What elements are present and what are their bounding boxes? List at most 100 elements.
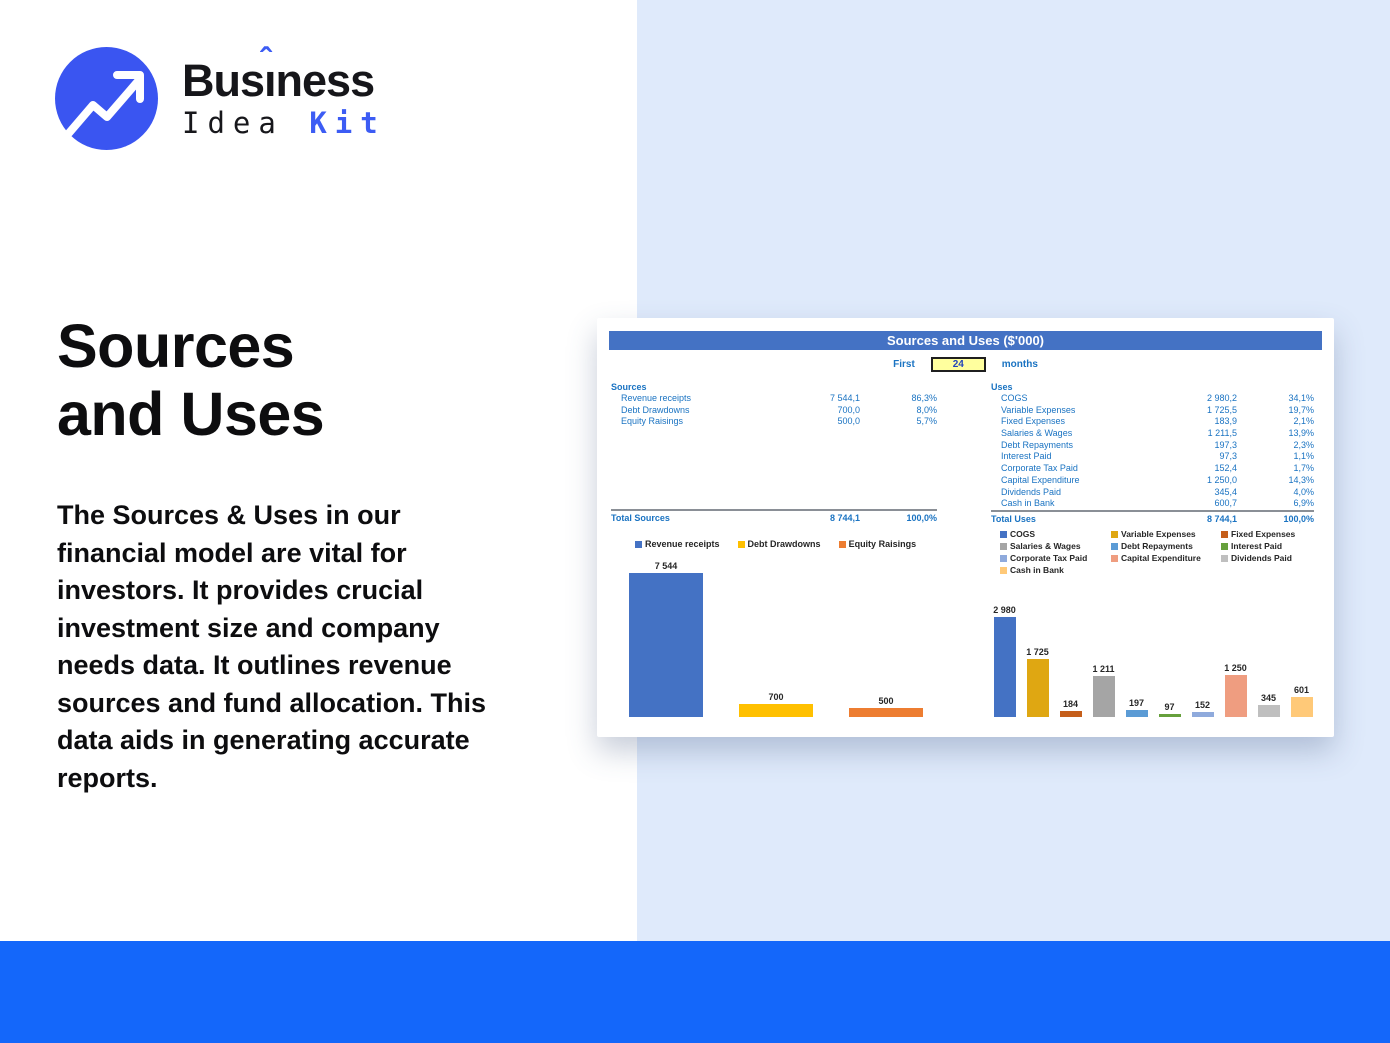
row-label: Debt Repayments — [1001, 439, 1074, 450]
bar-slot: 1 250 — [1219, 663, 1252, 717]
sources-chart: Revenue receipts Debt Drawdowns Equity Rai… — [611, 529, 941, 719]
sheet-title: Sources and Uses ($'000) — [609, 331, 1322, 350]
legend-label: COGS — [1010, 529, 1036, 539]
brand-name: Busı ˆ ness — [182, 44, 386, 106]
period-row: First 24 months — [597, 352, 1334, 376]
legend-label: Corporate Tax Paid — [1010, 553, 1088, 563]
legend-swatch — [1000, 542, 1007, 550]
row-pct: 2,3% — [1293, 439, 1314, 450]
bar — [1158, 713, 1181, 717]
table-row: Dividends Paid 345,4 4,0% — [991, 487, 1314, 499]
total-label: Total Uses — [991, 513, 1036, 524]
table-row: Salaries & Wages 1 211,5 13,9% — [991, 428, 1314, 440]
bar-value-label: 7 544 — [654, 561, 678, 571]
legend-swatch — [838, 540, 846, 548]
row-pct: 13,9% — [1288, 428, 1314, 439]
row-pct: 86,3% — [911, 393, 937, 403]
bar — [1224, 675, 1247, 717]
footer-bar — [0, 941, 1390, 1043]
row-value: 500,0 — [837, 416, 860, 427]
bar — [1191, 711, 1214, 717]
legend-swatch — [1221, 554, 1228, 562]
bar-value-label: 1 250 — [1224, 663, 1247, 674]
row-value: 2 980,2 — [1206, 393, 1237, 403]
brand-subtitle: Idea Kit — [182, 106, 386, 140]
row-pct: 5,7% — [916, 416, 937, 427]
brand-post: ness — [275, 54, 376, 106]
brand-i: ı — [264, 54, 276, 106]
bar-slot: 2 980 — [988, 605, 1021, 717]
row-value: 152,4 — [1214, 463, 1237, 474]
bar-slot: 700 — [721, 692, 831, 717]
sources-rows: Revenue receipts 7 544,1 86,3% Debt Drawdow… — [611, 393, 937, 428]
total-label: Total Sources — [611, 513, 670, 523]
legend-swatch — [737, 540, 745, 548]
charts-region: Revenue receipts Debt Drawdowns Equity Rai… — [597, 529, 1334, 719]
table-row: Interest Paid 97,3 1,1% — [991, 451, 1314, 463]
row-label: Revenue receipts — [621, 393, 692, 403]
row-label: Dividends Paid — [1001, 486, 1062, 497]
bar — [1059, 710, 1082, 717]
legend-label: Dividends Paid — [1231, 553, 1292, 563]
bar-slot: 184 — [1054, 699, 1087, 717]
total-pct: 100,0% — [1283, 513, 1314, 524]
uses-table: Uses COGS 2 980,2 34,1% Variable Expenses 1 … — [991, 381, 1314, 524]
legend-label: Debt Repayments — [1121, 541, 1193, 551]
spreadsheet-card: Sources and Uses ($'000) First 24 months… — [597, 318, 1334, 737]
months-input[interactable]: 24 — [930, 356, 986, 372]
table-row: Cash in Bank 600,7 6,9% — [991, 498, 1314, 510]
row-pct: 34,1% — [1288, 393, 1314, 403]
bar-value-label: 345 — [1260, 693, 1277, 704]
row-label: Debt Drawdowns — [621, 404, 690, 415]
brand-sub-accent: Kit — [309, 105, 386, 140]
table-row: Equity Raisings 500,0 5,7% — [611, 416, 937, 428]
legend-label: Revenue receipts — [645, 539, 720, 549]
page-description: The Sources & Uses in our financial mode… — [57, 500, 487, 793]
legend-label: Variable Expenses — [1121, 529, 1196, 539]
bar — [629, 573, 703, 717]
bar-slot: 345 — [1252, 693, 1285, 717]
uses-header: Uses — [991, 382, 1013, 392]
legend-label: Salaries & Wages — [1010, 541, 1081, 551]
legend-label: Equity Raisings — [848, 539, 917, 549]
legend-item: Fixed Expenses — [1221, 529, 1318, 539]
legend-swatch — [1111, 530, 1118, 538]
legend-item: Salaries & Wages — [1000, 541, 1111, 551]
bar — [1290, 696, 1313, 717]
bar — [1257, 705, 1280, 717]
trend-up-arrow-icon — [65, 71, 144, 137]
bar-value-label: 1 725 — [1026, 647, 1049, 658]
table-row: Capital Expenditure 1 250,0 14,3% — [991, 475, 1314, 487]
legend-swatch — [1111, 542, 1118, 550]
tables-region: Sources Revenue receipts 7 544,1 86,3% Debt… — [597, 381, 1334, 524]
table-row: Variable Expenses 1 725,5 19,7% — [991, 405, 1314, 417]
bar-value-label: 97 — [1164, 701, 1175, 712]
sources-header: Sources — [611, 382, 647, 392]
row-value: 700,0 — [837, 404, 860, 415]
bar-slot: 1 211 — [1087, 664, 1120, 717]
bar-slot: 7 544 — [611, 561, 721, 717]
legend-label: Fixed Expenses — [1231, 529, 1296, 539]
uses-rows: COGS 2 980,2 34,1% Variable Expenses 1 725,5… — [991, 393, 1314, 510]
row-label: Fixed Expenses — [1001, 416, 1066, 427]
bar-slot: 97 — [1153, 702, 1186, 717]
row-pct: 19,7% — [1288, 404, 1314, 415]
bar-slot: 601 — [1285, 685, 1318, 717]
period-prefix: First — [893, 358, 915, 370]
uses-total-row: Total Uses 8 744,1 100,0% — [991, 509, 1314, 524]
bar-slot: 152 — [1186, 700, 1219, 717]
row-value: 7 544,1 — [829, 393, 860, 403]
legend-item: Cash in Bank — [1000, 565, 1111, 575]
brand-sub-dark: Idea — [182, 105, 310, 140]
row-value: 345,4 — [1214, 486, 1237, 497]
bar-value-label: 184 — [1062, 698, 1079, 709]
legend-item: COGS — [1000, 529, 1111, 539]
row-label: Cash in Bank — [1001, 498, 1055, 509]
legend-item: Dividends Paid — [1221, 553, 1318, 563]
brand-logo: Busı ˆ ness Idea Kit — [55, 44, 386, 150]
bar-slot: 500 — [831, 696, 941, 717]
total-pct: 100,0% — [906, 513, 937, 523]
table-row: COGS 2 980,2 34,1% — [991, 393, 1314, 405]
page-title-line1: Sources — [57, 312, 295, 380]
row-label: Capital Expenditure — [1001, 474, 1080, 485]
